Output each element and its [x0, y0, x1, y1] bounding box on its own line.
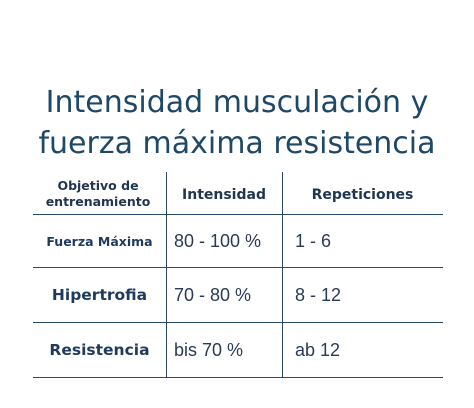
cell-repeticiones: 8 - 12: [295, 284, 342, 305]
row-divider: [33, 214, 443, 215]
cell-repeticiones: ab 12: [295, 339, 341, 360]
row-divider: [33, 267, 443, 268]
column-divider: [282, 172, 283, 378]
row-divider: [33, 377, 443, 378]
header-repeticiones: Repeticiones: [311, 187, 414, 203]
row-label-hipertrofia: Hipertrofia: [51, 286, 148, 304]
row-divider: [33, 322, 443, 323]
header-objetivo-line-2: entrenamiento: [45, 194, 151, 209]
row-label-fuerza-maxima: Fuerza Máxima: [46, 233, 153, 249]
cell-intensidad: 80 - 100 %: [174, 230, 262, 251]
cell-intensidad: 70 - 80 %: [174, 284, 252, 305]
header-intensidad: Intensidad: [182, 187, 266, 203]
page-title-line-1: Intensidad musculación y: [45, 85, 429, 120]
column-divider: [166, 172, 167, 378]
row-label-resistencia: Resistencia: [49, 341, 150, 359]
cell-intensidad: bis 70 %: [174, 339, 244, 360]
cell-repeticiones: 1 - 6: [295, 230, 332, 251]
header-objetivo-line-1: Objetivo de: [57, 178, 139, 193]
page-title-line-2: fuerza máxima resistencia: [38, 126, 436, 161]
training-table: Objetivo de entrenamiento Intensidad Rep…: [33, 172, 443, 378]
header-objetivo: Objetivo de entrenamiento: [33, 174, 163, 214]
